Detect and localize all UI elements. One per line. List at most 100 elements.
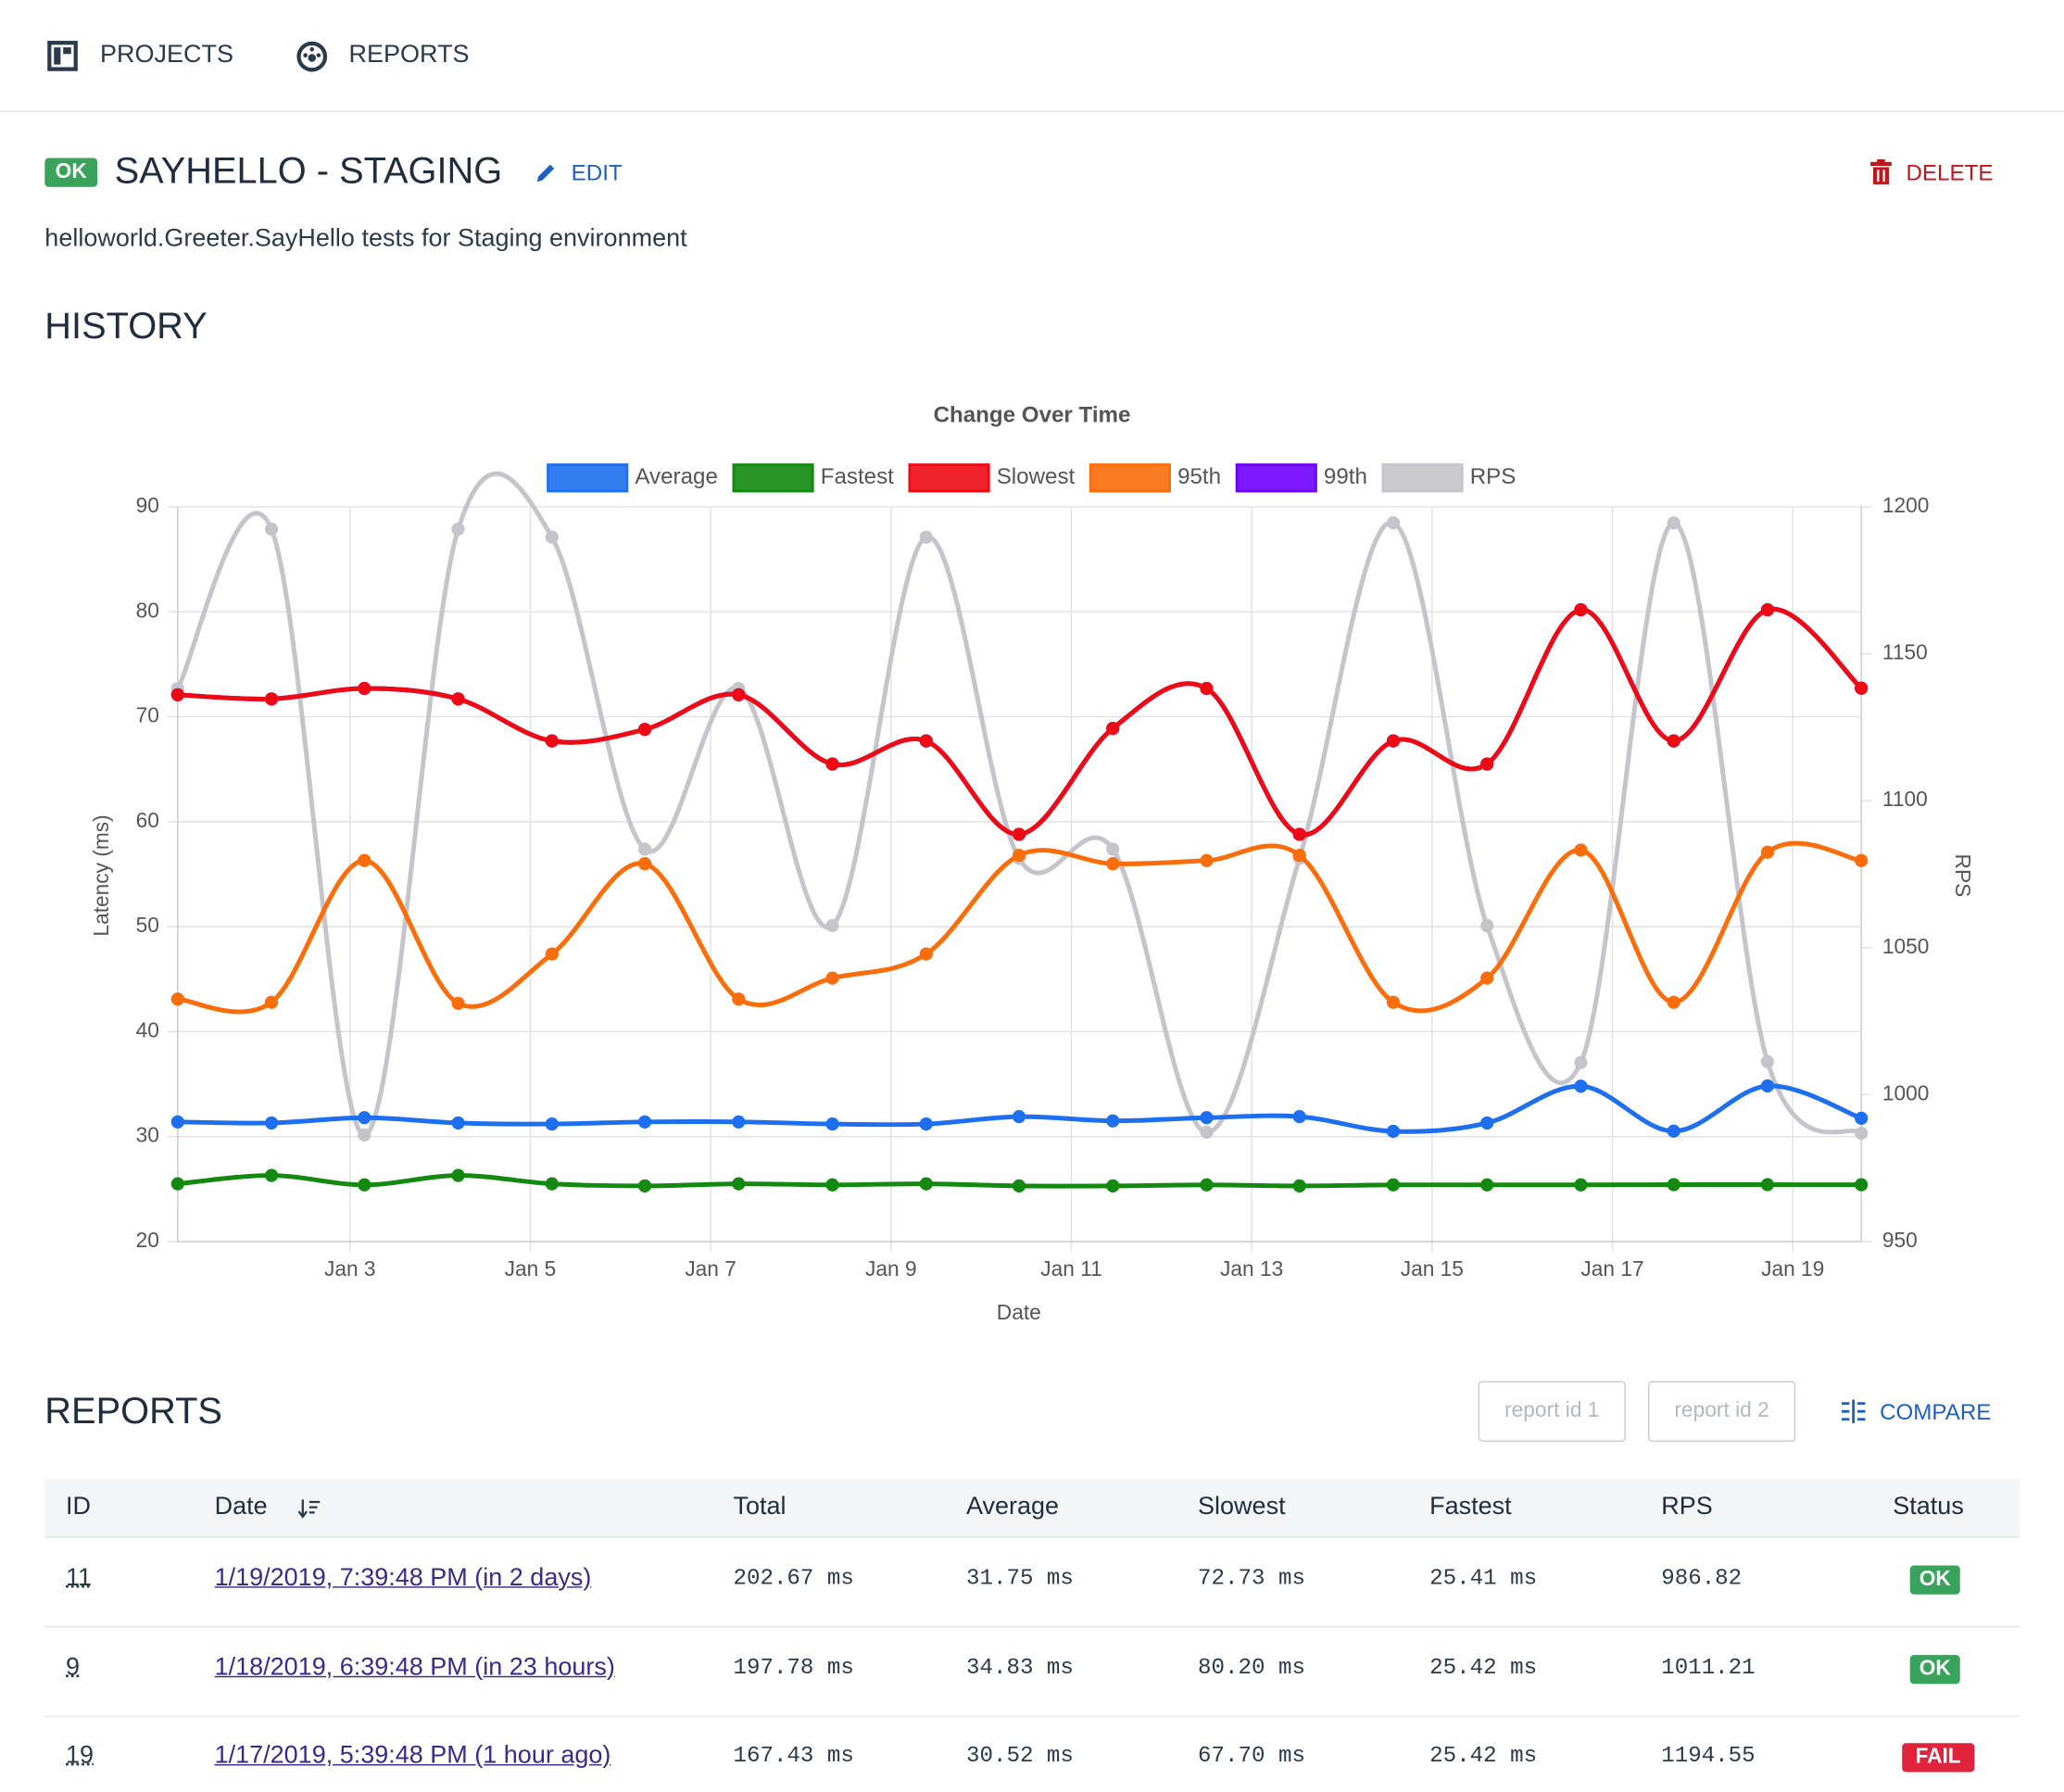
column-header: ID — [66, 1493, 92, 1521]
data-point — [1760, 1079, 1775, 1093]
data-point — [170, 688, 184, 701]
table-header-bg — [44, 1478, 2020, 1538]
data-point — [732, 992, 746, 1006]
data-point — [919, 947, 933, 961]
data-point — [1480, 1116, 1494, 1130]
y2-tick-label: 950 — [1882, 1228, 1918, 1252]
column-header: Average — [965, 1493, 1060, 1521]
data-point — [1574, 1178, 1588, 1192]
report-date-link[interactable]: 1/17/2019, 5:39:48 PM (1 hour ago) — [214, 1741, 611, 1770]
data-point — [1292, 1110, 1306, 1124]
compare-button[interactable]: COMPARE — [1880, 1399, 1992, 1425]
data-point — [1855, 681, 1869, 695]
nav-projects[interactable]: PROJECTS — [99, 41, 234, 69]
report-date-link[interactable]: 1/18/2019, 6:39:48 PM (in 23 hours) — [214, 1652, 615, 1681]
reports-title: REPORTS — [44, 1390, 222, 1432]
data-point — [1855, 1111, 1869, 1125]
data-point — [1012, 1110, 1026, 1124]
data-point — [358, 1178, 371, 1192]
report-id-1-input[interactable]: report id 1 — [1478, 1381, 1626, 1442]
report-id[interactable]: 19 — [66, 1741, 94, 1770]
data-point — [545, 734, 559, 748]
data-point — [358, 681, 371, 696]
x-tick-label: Jan 15 — [1401, 1256, 1464, 1281]
legend-swatch — [547, 463, 629, 493]
legend-label: 99th — [1324, 464, 1367, 489]
data-point — [1667, 734, 1680, 748]
data-point — [637, 1115, 652, 1129]
data-point — [358, 1111, 371, 1125]
data-point — [1760, 1178, 1775, 1192]
legend-swatch — [1381, 463, 1464, 493]
data-point — [1106, 1179, 1120, 1193]
status-badge: OK — [44, 158, 98, 187]
legend-swatch — [732, 463, 814, 493]
data-point — [637, 723, 652, 737]
edit-icon — [536, 164, 555, 183]
data-point — [637, 1179, 652, 1193]
y-tick-label: 50 — [136, 913, 159, 937]
delete-icon — [1870, 158, 1892, 184]
legend-label: Slowest — [997, 464, 1076, 489]
data-point — [1480, 971, 1494, 985]
legend-swatch — [908, 463, 990, 493]
report-cell: 197.78 ms — [733, 1655, 854, 1681]
y2-tick-label: 1200 — [1882, 493, 1930, 517]
data-point — [545, 530, 559, 544]
data-point — [1480, 918, 1494, 933]
report-cell: 986.82 — [1661, 1566, 1743, 1592]
report-id[interactable]: 9 — [66, 1652, 81, 1681]
report-cell: 1011.21 — [1661, 1655, 1756, 1681]
project-title: SAYHELLO - STAGING — [114, 149, 503, 192]
delete-button[interactable]: DELETE — [1906, 160, 1994, 186]
y-tick-label: 60 — [136, 808, 159, 832]
data-point — [1292, 1179, 1306, 1193]
data-point — [1200, 1125, 1214, 1140]
status-badge: OK — [1909, 1654, 1960, 1684]
report-cell: 202.67 ms — [733, 1566, 854, 1592]
report-cell: 34.83 ms — [965, 1655, 1074, 1681]
data-point — [919, 1117, 933, 1131]
row-divider — [44, 1625, 2020, 1628]
data-point — [264, 1168, 279, 1182]
history-title: HISTORY — [44, 305, 208, 347]
report-id[interactable]: 11 — [66, 1564, 93, 1592]
column-header: Slowest — [1198, 1493, 1286, 1521]
y2-tick-label: 1150 — [1882, 640, 1928, 664]
y-tick-label: 20 — [136, 1228, 159, 1252]
data-point — [1292, 848, 1306, 863]
projects-icon — [47, 41, 78, 71]
y-tick-label: 40 — [136, 1017, 159, 1041]
data-point — [451, 692, 465, 706]
data-point — [1106, 1114, 1120, 1128]
report-cell: 67.70 ms — [1198, 1744, 1306, 1770]
data-point — [1855, 1127, 1869, 1141]
data-point — [825, 918, 839, 933]
column-header: RPS — [1661, 1493, 1713, 1521]
nav-reports[interactable]: REPORTS — [348, 41, 470, 69]
data-point — [1667, 995, 1680, 1009]
data-point — [1574, 602, 1588, 617]
column-header[interactable]: Date — [214, 1493, 268, 1521]
legend-swatch — [1235, 463, 1317, 493]
status-badge: OK — [1909, 1565, 1960, 1595]
data-point — [1574, 1055, 1588, 1069]
data-point — [545, 1117, 559, 1131]
nav-divider — [0, 110, 2064, 112]
report-id-2-input[interactable]: report id 2 — [1647, 1381, 1796, 1442]
data-point — [545, 1177, 559, 1191]
edit-button[interactable]: EDIT — [571, 160, 623, 186]
report-date-link[interactable]: 1/19/2019, 7:39:48 PM (in 2 days) — [214, 1564, 592, 1592]
data-point — [919, 530, 933, 544]
data-point — [170, 992, 184, 1006]
data-point — [1480, 1178, 1494, 1192]
data-point — [732, 1115, 746, 1129]
legend-label: 95th — [1177, 464, 1221, 489]
x-tick-label: Jan 17 — [1580, 1256, 1643, 1281]
data-point — [1012, 848, 1026, 863]
data-point — [825, 971, 839, 985]
y2-tick-label: 1000 — [1882, 1080, 1930, 1104]
chart-title: Change Over Time — [934, 402, 1131, 427]
y-axis-label: Latency (ms) — [89, 814, 113, 936]
